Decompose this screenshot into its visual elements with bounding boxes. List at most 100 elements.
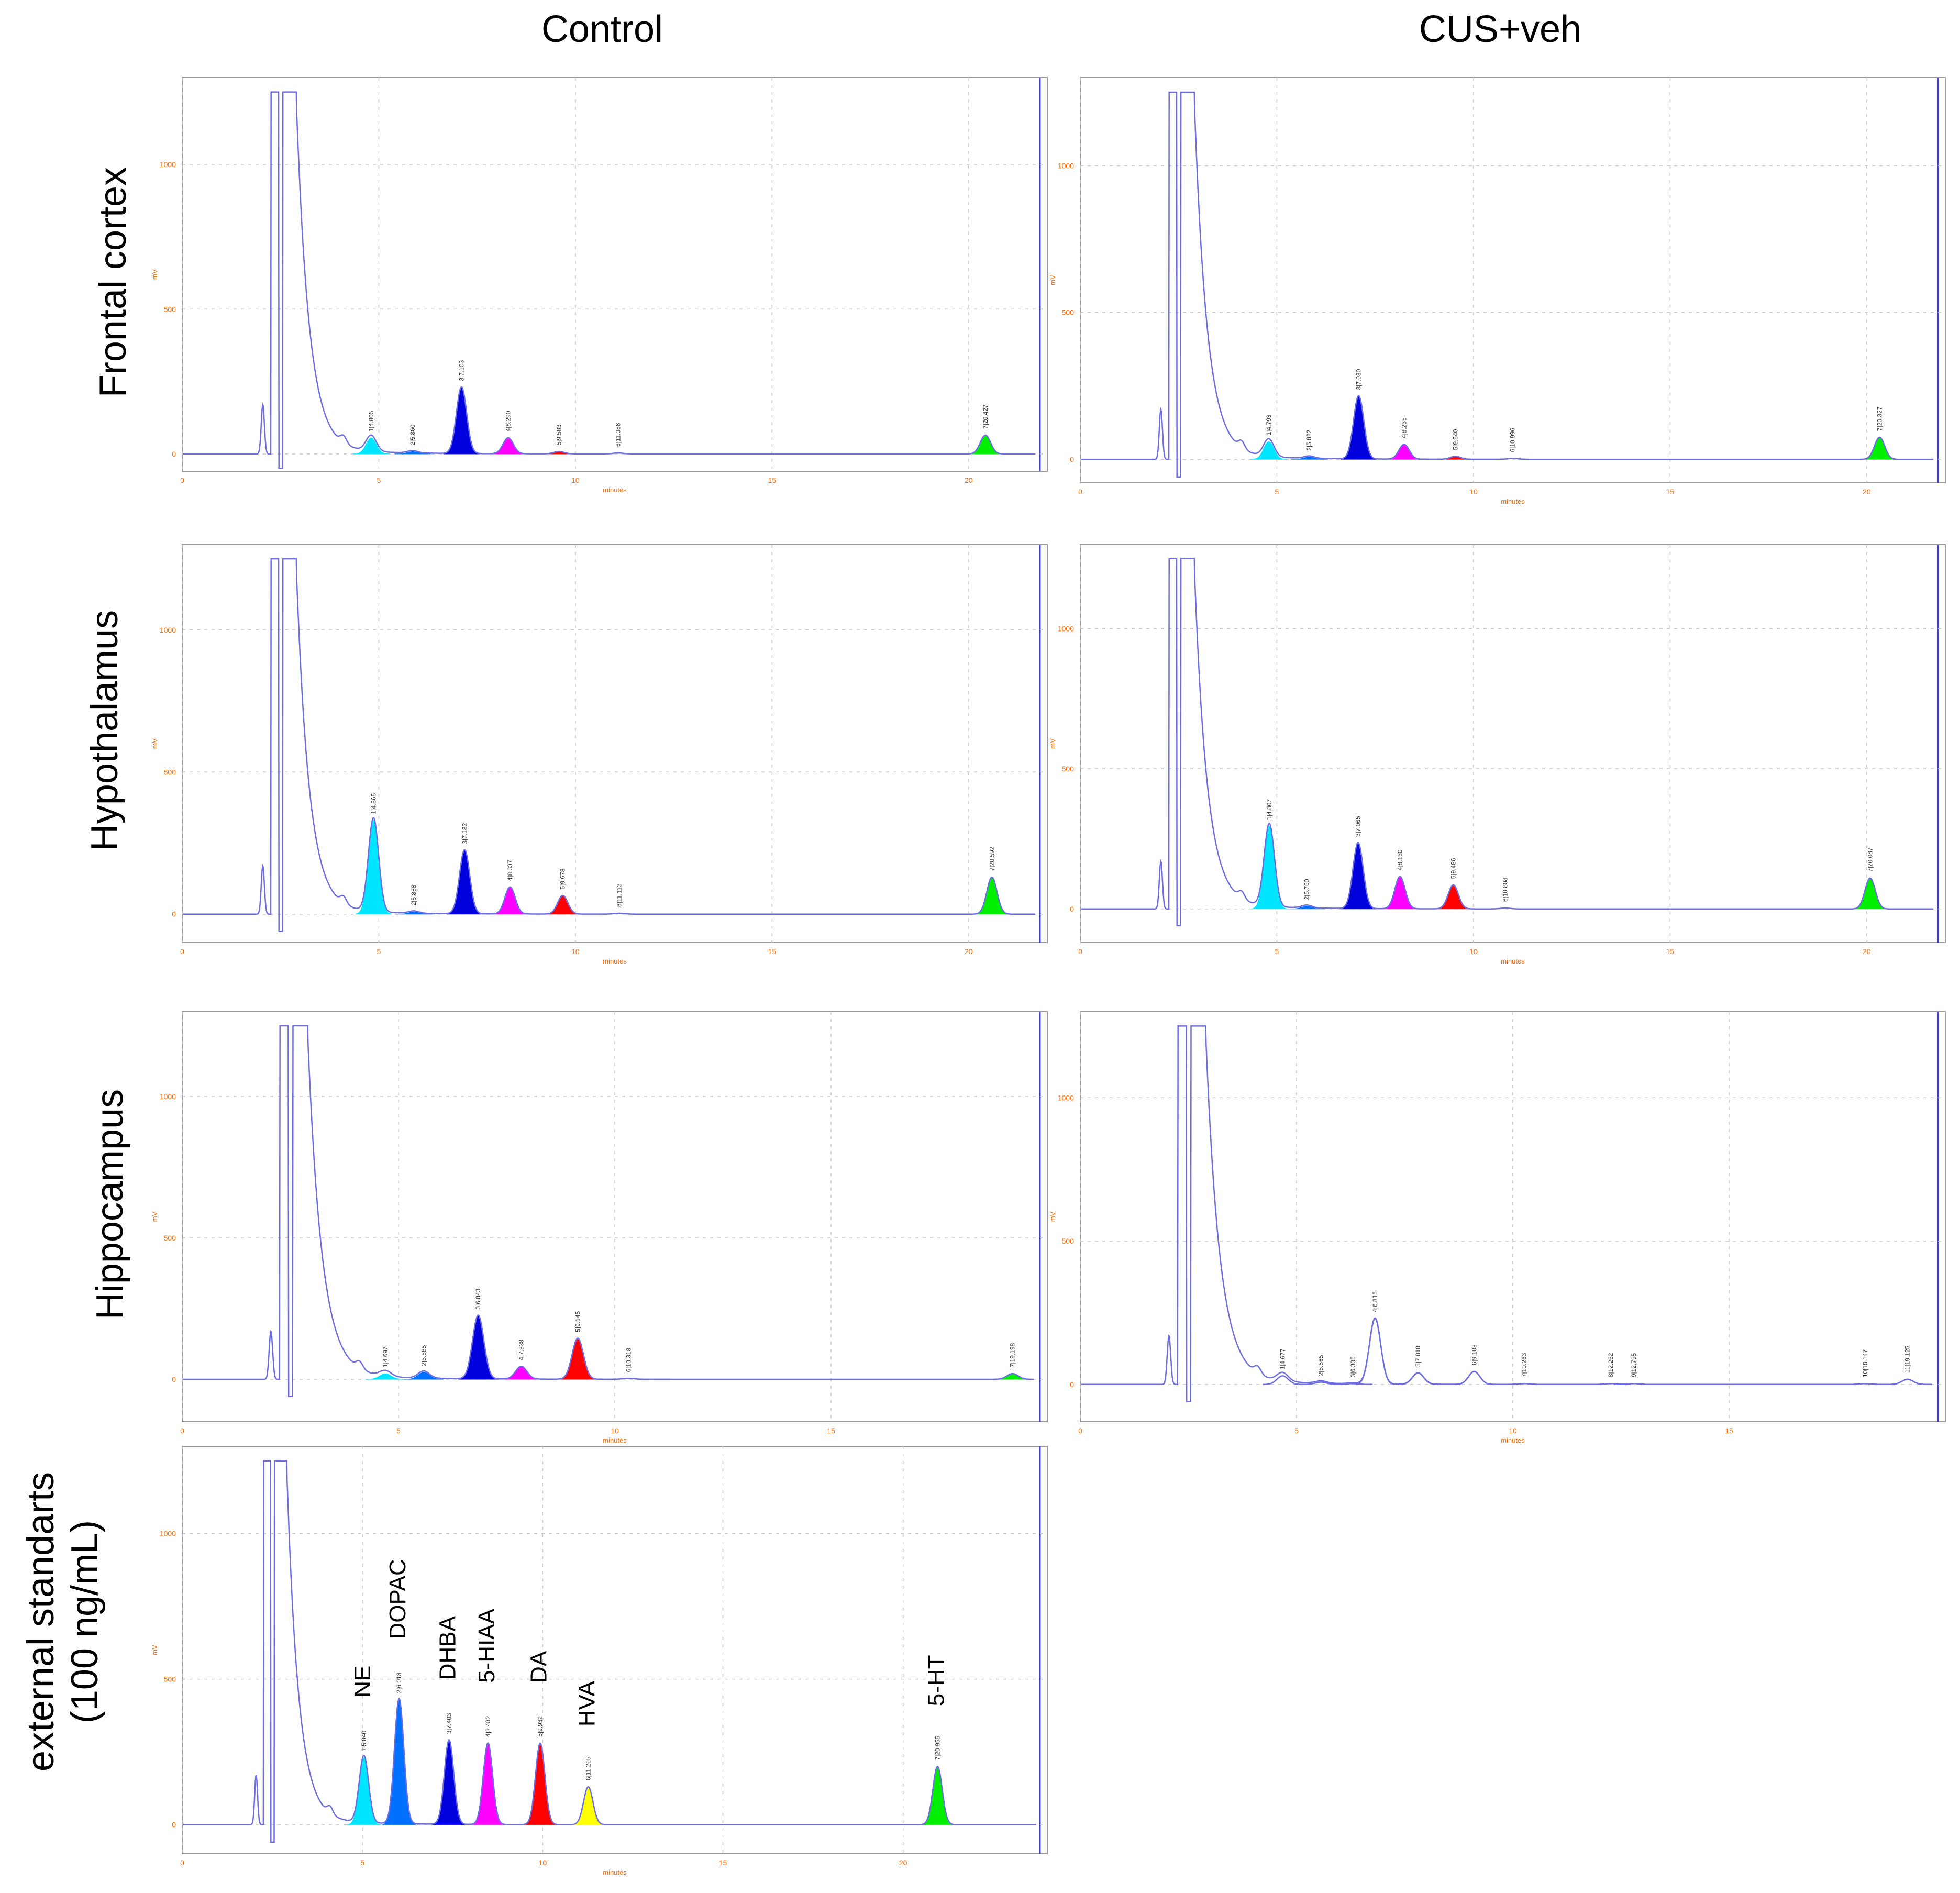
x-tick-label: 10 — [1509, 1426, 1517, 1435]
chromatogram-control-hippocampus: 0 5 10 15 0 500 1000 minutes mV 1|4.697 2|5.585 3|6… — [151, 1011, 1048, 1444]
x-axis-label: minutes — [603, 957, 627, 965]
peak-2|5.822 — [1291, 457, 1328, 460]
trace-line — [1081, 558, 1933, 927]
peak-label: 1|4.807 — [1266, 799, 1273, 820]
x-tick-label: 5 — [360, 1858, 364, 1867]
peak-5|9.486 — [1435, 884, 1472, 910]
x-tick-label: 15 — [827, 1426, 835, 1435]
peak-label: 6|11.086 — [614, 423, 622, 447]
x-tick-label: 5 — [1294, 1426, 1299, 1435]
peak-label: 7|20.087 — [1866, 847, 1874, 872]
trace-line — [183, 1460, 1036, 1843]
x-tick-label: 10 — [1469, 947, 1478, 956]
y-tick-label: 0 — [1070, 1380, 1074, 1389]
peak-6|11.265 — [571, 1786, 605, 1825]
peak-4|8.235 — [1386, 444, 1423, 460]
x-axis-label: minutes — [1501, 957, 1525, 965]
peak-label: 8|12.262 — [1607, 1353, 1614, 1377]
peak-label: 3|7.103 — [458, 360, 465, 381]
peak-label: 4|8.337 — [506, 860, 514, 881]
peak-label: 2|5.565 — [1317, 1355, 1325, 1376]
y-tick-label: 500 — [164, 768, 176, 776]
peak-3|7.403 — [432, 1740, 466, 1825]
peak-7|20.327 — [1861, 437, 1898, 460]
x-tick-label: 5 — [377, 476, 381, 484]
chromatogram-external-standarts: 0 5 10 15 20 0 500 1000 minutes mV 1|5.040 NE 2|6.01… — [151, 1446, 1048, 1876]
peak-2|5.585 — [404, 1372, 444, 1380]
peak-label: 4|8.130 — [1396, 849, 1403, 870]
x-tick-label: 0 — [1078, 1426, 1082, 1435]
peak-5|9.145 — [558, 1338, 598, 1380]
y-axis-label: mV — [151, 269, 159, 280]
peak-label: 2|5.585 — [420, 1345, 427, 1366]
peak-4|8.130 — [1381, 876, 1419, 910]
peak-label: 5|9.678 — [559, 868, 567, 889]
trace-line — [183, 558, 1035, 932]
peak-2|5.888 — [395, 911, 432, 915]
y-tick-label: 500 — [164, 305, 176, 313]
peak-5|7.810 — [1398, 1372, 1438, 1386]
peak-1|4.793 — [1250, 441, 1288, 460]
plot-frame — [1080, 77, 1946, 483]
peak-4|8.290 — [489, 437, 527, 455]
x-tick-label: 10 — [571, 476, 580, 484]
y-tick-label: 0 — [172, 1375, 176, 1383]
x-tick-label: 15 — [1666, 947, 1675, 956]
x-tick-label: 10 — [539, 1858, 547, 1867]
x-tick-label: 20 — [899, 1858, 907, 1867]
peak-1|4.865 — [355, 820, 392, 915]
y-axis-label: mV — [151, 738, 159, 749]
x-tick-label: 0 — [1078, 488, 1082, 496]
peak-4|8.337 — [492, 887, 528, 915]
peak-label: 7|20.592 — [988, 846, 995, 871]
x-tick-label: 0 — [180, 947, 184, 956]
plot-frame — [182, 1446, 1048, 1854]
peak-label: 7|10.263 — [1521, 1353, 1528, 1377]
plot-frame — [1080, 544, 1946, 943]
peak-label: 7|20.327 — [1876, 406, 1883, 431]
peak-4|6.815 — [1355, 1318, 1395, 1385]
x-tick-label: 10 — [611, 1426, 619, 1435]
peak-4|7.838 — [501, 1366, 541, 1380]
peak-label: 1|4.677 — [1279, 1348, 1286, 1369]
analyte-name-DHBA: DHBA — [435, 1615, 461, 1680]
chromatogram-control-frontal-cortex: 0 5 10 15 20 0 500 1000 minutes mV 1|4.805 2|5.860 3… — [151, 77, 1048, 494]
x-tick-label: 10 — [571, 947, 580, 956]
y-tick-label: 0 — [1070, 905, 1074, 913]
peak-label: 4|8.290 — [505, 411, 512, 431]
peak-label: 2|5.888 — [410, 884, 417, 905]
y-axis-label: mV — [151, 1645, 159, 1655]
y-tick-label: 0 — [172, 910, 176, 918]
chromatogram-cusveh-hypothalamus: 0 5 10 15 20 0 500 1000 minutes mV 1|4.807 2|5.760 3… — [1049, 544, 1946, 965]
x-tick-label: 15 — [768, 476, 777, 484]
y-tick-label: 1000 — [1058, 1093, 1074, 1102]
peak-2|5.760 — [1288, 905, 1325, 910]
y-tick-label: 0 — [1070, 455, 1074, 463]
y-tick-label: 500 — [1062, 765, 1075, 773]
trace-line — [183, 1025, 1034, 1397]
x-tick-label: 0 — [1078, 947, 1082, 956]
x-axis-label: minutes — [1501, 497, 1525, 505]
x-tick-label: 15 — [1666, 488, 1675, 496]
peak-3|7.182 — [446, 850, 483, 915]
peak-label: 10|18.147 — [1862, 1349, 1869, 1377]
peak-label: 7|19.198 — [1009, 1343, 1016, 1367]
analyte-name-NE: NE — [350, 1665, 375, 1697]
peak-label: 3|6.305 — [1349, 1356, 1357, 1377]
peak-7|20.427 — [967, 435, 1004, 455]
peak-label: 11|19.125 — [1904, 1345, 1911, 1373]
x-tick-label: 20 — [965, 947, 973, 956]
peak-3|7.103 — [443, 387, 480, 455]
peak-label: 3|7.080 — [1355, 369, 1363, 390]
chromatogram-cusveh-frontal-cortex: 0 5 10 15 20 0 500 1000 minutes mV 1|4.793 2|5.822 3… — [1049, 77, 1946, 505]
peak-label: 9|12.795 — [1630, 1353, 1637, 1377]
y-tick-label: 500 — [1062, 1237, 1075, 1245]
peak-1|4.807 — [1251, 826, 1288, 910]
y-axis-label: mV — [1049, 275, 1057, 285]
peak-label: 5|9.932 — [537, 1716, 544, 1737]
peak-1|4.677 — [1263, 1375, 1302, 1386]
trace-line — [1081, 91, 1933, 478]
x-tick-label: 20 — [1863, 947, 1871, 956]
peak-label: 1|5.040 — [360, 1730, 368, 1751]
peak-label: 2|5.760 — [1303, 879, 1311, 900]
